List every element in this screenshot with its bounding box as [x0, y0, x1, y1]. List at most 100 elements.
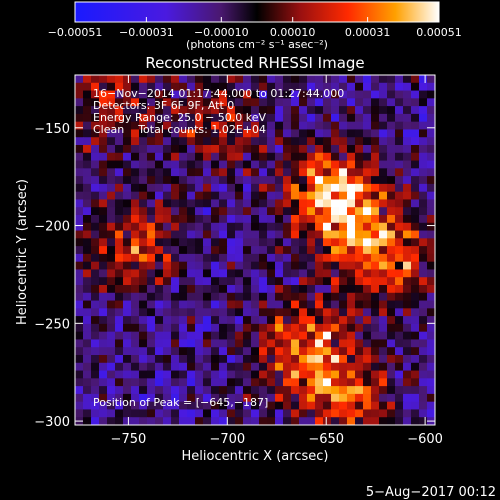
heatmap-cell: [291, 246, 300, 255]
heatmap-cell: [283, 238, 292, 247]
heatmap-cell: [355, 129, 364, 138]
heatmap-cell: [379, 269, 388, 278]
heatmap-cell: [419, 417, 428, 425]
heatmap-cell: [227, 401, 236, 411]
heatmap-cell: [347, 277, 356, 286]
heatmap-cell: [123, 137, 132, 146]
heatmap-cell: [227, 137, 236, 146]
heatmap-cell: [363, 378, 372, 387]
heatmap-cell: [75, 253, 84, 263]
heatmap-cell: [83, 113, 92, 123]
heatmap-cell: [75, 347, 84, 356]
heatmap-cell: [115, 323, 124, 333]
heatmap-cell: [275, 269, 284, 278]
heatmap-cell: [259, 323, 268, 333]
heatmap-cell: [107, 160, 116, 169]
heatmap-cell: [427, 401, 435, 411]
heatmap-cell: [419, 347, 428, 356]
heatmap-cell: [355, 253, 364, 263]
heatmap-cell: [243, 370, 252, 379]
heatmap-cell: [403, 253, 412, 263]
heatmap-cell: [291, 168, 300, 177]
heatmap-cell: [363, 331, 372, 341]
heatmap-cell: [291, 90, 300, 99]
heatmap-cell: [299, 308, 308, 317]
heatmap-cell: [123, 183, 132, 193]
heatmap-cell: [75, 378, 84, 387]
heatmap-cell: [107, 152, 116, 162]
heatmap-cell: [363, 121, 372, 131]
heatmap-cell: [195, 215, 204, 224]
heatmap-cell: [347, 106, 356, 115]
heatmap-cell: [211, 82, 220, 92]
heatmap-cell: [99, 300, 108, 309]
heatmap-cell: [427, 285, 435, 294]
heatmap-cell: [203, 222, 212, 232]
heatmap-cell: [403, 199, 412, 208]
heatmap-cell: [187, 347, 196, 356]
heatmap-cell: [195, 347, 204, 356]
heatmap-cell: [139, 137, 148, 146]
heatmap-cell: [227, 292, 236, 302]
heatmap-cell: [355, 323, 364, 333]
heatmap-cell: [147, 378, 156, 387]
heatmap-cell: [427, 121, 435, 131]
heatmap-cell: [179, 230, 188, 239]
heatmap-cell: [139, 401, 148, 411]
heatmap-cell: [171, 261, 180, 271]
heatmap-cell: [339, 152, 348, 162]
heatmap-cell: [259, 152, 268, 162]
heatmap-cell: [403, 238, 412, 247]
heatmap-cell: [299, 145, 308, 154]
heatmap-cell: [419, 222, 428, 232]
heatmap-cell: [315, 145, 324, 154]
heatmap-cell: [387, 331, 396, 341]
heatmap-cell: [139, 417, 148, 425]
heatmap-cell: [291, 207, 300, 216]
heatmap-cell: [315, 176, 324, 185]
heatmap-cell: [267, 137, 276, 146]
heatmap-cell: [203, 121, 212, 131]
heatmap-cell: [291, 230, 300, 239]
heatmap-cell: [363, 98, 372, 107]
heatmap-cell: [251, 401, 260, 411]
heatmap-cell: [75, 207, 84, 216]
heatmap-cell: [195, 261, 204, 271]
heatmap-cell: [139, 339, 148, 348]
heatmap-cell: [371, 246, 380, 255]
heatmap-cell: [411, 113, 420, 123]
heatmap-cell: [179, 401, 188, 411]
heatmap-cell: [387, 113, 396, 123]
heatmap-cell: [267, 113, 276, 123]
heatmap-cell: [387, 90, 396, 99]
heatmap-cell: [187, 339, 196, 348]
heatmap-cell: [227, 386, 236, 395]
heatmap-cell: [131, 82, 140, 92]
heatmap-cell: [115, 160, 124, 169]
heatmap-cell: [411, 82, 420, 92]
heatmap-cell: [379, 168, 388, 177]
heatmap-cell: [267, 292, 276, 302]
heatmap-cell: [187, 393, 196, 403]
heatmap-cell: [411, 145, 420, 154]
heatmap-cell: [395, 261, 404, 271]
heatmap-cell: [275, 300, 284, 309]
heatmap-cell: [115, 386, 124, 395]
heatmap-cell: [259, 316, 268, 325]
heatmap-cell: [235, 82, 244, 92]
heatmap-cell: [395, 409, 404, 418]
heatmap-cell: [411, 238, 420, 247]
heatmap-cell: [355, 269, 364, 278]
heatmap-cell: [427, 370, 435, 379]
heatmap-cell: [347, 378, 356, 387]
heatmap-cell: [267, 168, 276, 177]
heatmap-cell: [171, 129, 180, 138]
heatmap-cell: [411, 98, 420, 107]
heatmap-cell: [251, 269, 260, 278]
heatmap-cell: [427, 215, 435, 224]
heatmap-cell: [403, 300, 412, 309]
heatmap-cell: [331, 129, 340, 138]
heatmap-cell: [131, 285, 140, 294]
heatmap-cell: [419, 129, 428, 138]
heatmap-cell: [419, 82, 428, 92]
